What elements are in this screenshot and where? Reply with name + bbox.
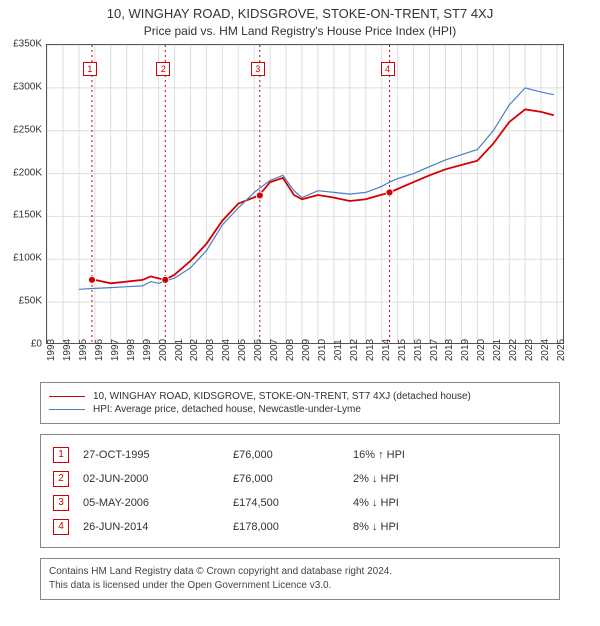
legend-item-property: 10, WINGHAY ROAD, KIDSGROVE, STOKE-ON-TR… — [49, 391, 551, 402]
transaction-price: £178,000 — [233, 521, 353, 533]
transaction-delta: 4% ↓ HPI — [353, 497, 473, 509]
x-tick-label: 2016 — [413, 339, 424, 361]
footer-line-2: This data is licensed under the Open Gov… — [49, 579, 551, 593]
transaction-badge: 3 — [53, 495, 69, 511]
x-tick-label: 2003 — [205, 339, 216, 361]
page-subtitle: Price paid vs. HM Land Registry's House … — [0, 24, 600, 38]
transaction-date: 27-OCT-1995 — [83, 449, 233, 461]
x-tick-label: 1998 — [126, 339, 137, 361]
transaction-delta: 2% ↓ HPI — [353, 473, 473, 485]
x-tick-label: 2011 — [333, 339, 344, 361]
x-tick-label: 2004 — [221, 339, 232, 361]
x-tick-label: 2024 — [540, 339, 551, 361]
transaction-row: 2 02-JUN-2000£76,0002% ↓ HPI — [53, 467, 547, 491]
x-tick-label: 1996 — [94, 339, 105, 361]
x-tick-label: 1995 — [78, 339, 89, 361]
x-tick-label: 2013 — [365, 339, 376, 361]
y-tick-label: £250K — [13, 124, 42, 135]
x-tick-label: 1999 — [142, 339, 153, 361]
x-tick-label: 2002 — [189, 339, 200, 361]
transaction-date: 02-JUN-2000 — [83, 473, 233, 485]
transaction-delta: 8% ↓ HPI — [353, 521, 473, 533]
legend-label-property: 10, WINGHAY ROAD, KIDSGROVE, STOKE-ON-TR… — [93, 391, 471, 402]
x-tick-label: 1993 — [46, 339, 57, 361]
x-tick-label: 2025 — [556, 339, 567, 361]
transaction-marker: 4 — [381, 62, 395, 76]
y-tick-label: £300K — [13, 81, 42, 92]
x-tick-label: 2023 — [524, 339, 535, 361]
transaction-delta: 16% ↑ HPI — [353, 449, 473, 461]
y-tick-label: £50K — [19, 296, 42, 307]
x-tick-label: 2015 — [397, 339, 408, 361]
transaction-price: £174,500 — [233, 497, 353, 509]
y-tick-label: £350K — [13, 39, 42, 50]
y-tick-label: £150K — [13, 210, 42, 221]
plot-area — [46, 44, 564, 344]
x-tick-label: 2021 — [492, 339, 503, 361]
x-tick-label: 2018 — [444, 339, 455, 361]
y-tick-label: £100K — [13, 253, 42, 264]
footer: Contains HM Land Registry data © Crown c… — [40, 558, 560, 600]
legend: 10, WINGHAY ROAD, KIDSGROVE, STOKE-ON-TR… — [40, 382, 560, 424]
transaction-marker: 3 — [251, 62, 265, 76]
x-tick-label: 2020 — [476, 339, 487, 361]
footer-line-1: Contains HM Land Registry data © Crown c… — [49, 565, 551, 579]
transaction-row: 3 05-MAY-2006£174,5004% ↓ HPI — [53, 491, 547, 515]
x-tick-label: 2001 — [174, 339, 185, 361]
x-tick-label: 2010 — [317, 339, 328, 361]
transaction-badge: 1 — [53, 447, 69, 463]
x-tick-label: 2005 — [237, 339, 248, 361]
x-tick-label: 2008 — [285, 339, 296, 361]
y-tick-label: £0 — [31, 339, 42, 350]
x-tick-label: 2007 — [269, 339, 280, 361]
transaction-marker: 1 — [83, 62, 97, 76]
legend-item-hpi: HPI: Average price, detached house, Newc… — [49, 404, 551, 415]
x-tick-label: 2000 — [158, 339, 169, 361]
transaction-row: 4 26-JUN-2014£178,0008% ↓ HPI — [53, 515, 547, 539]
legend-swatch-hpi — [49, 409, 85, 411]
legend-swatch-property — [49, 396, 85, 398]
chart-container: £0£50K£100K£150K£200K£250K£300K£350K1993… — [34, 44, 594, 374]
transaction-marker: 2 — [156, 62, 170, 76]
x-tick-label: 1997 — [110, 339, 121, 361]
transaction-row: 1 27-OCT-1995£76,00016% ↑ HPI — [53, 443, 547, 467]
legend-label-hpi: HPI: Average price, detached house, Newc… — [93, 404, 361, 415]
x-tick-label: 2014 — [381, 339, 392, 361]
page-title: 10, WINGHAY ROAD, KIDSGROVE, STOKE-ON-TR… — [0, 6, 600, 21]
x-tick-label: 2022 — [508, 339, 519, 361]
transaction-price: £76,000 — [233, 473, 353, 485]
transaction-badge: 2 — [53, 471, 69, 487]
x-tick-label: 2006 — [253, 339, 264, 361]
x-tick-label: 2019 — [460, 339, 471, 361]
transaction-badge: 4 — [53, 519, 69, 535]
transactions-table: 1 27-OCT-1995£76,00016% ↑ HPI 2 02-JUN-2000… — [40, 434, 560, 548]
transaction-date: 26-JUN-2014 — [83, 521, 233, 533]
x-tick-label: 2017 — [429, 339, 440, 361]
plot-svg — [47, 45, 563, 343]
x-tick-label: 2009 — [301, 339, 312, 361]
x-tick-label: 1994 — [62, 339, 73, 361]
x-tick-label: 2012 — [349, 339, 360, 361]
transaction-date: 05-MAY-2006 — [83, 497, 233, 509]
y-tick-label: £200K — [13, 167, 42, 178]
transaction-price: £76,000 — [233, 449, 353, 461]
